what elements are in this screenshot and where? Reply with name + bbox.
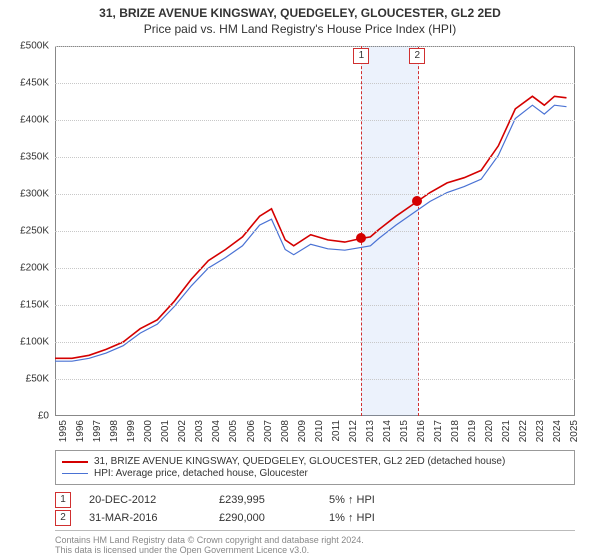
x-tick-label: 2015	[399, 420, 410, 442]
x-tick-label: 1999	[126, 420, 137, 442]
y-tick-label: £500K	[0, 41, 49, 52]
y-tick-label: £100K	[0, 337, 49, 348]
chart-container: 31, BRIZE AVENUE KINGSWAY, QUEDGELEY, GL…	[0, 0, 600, 560]
series-line	[55, 105, 567, 361]
y-tick-label: £150K	[0, 300, 49, 311]
marker-badge: 1	[55, 492, 71, 508]
gridline	[55, 379, 575, 380]
legend-label: 31, BRIZE AVENUE KINGSWAY, QUEDGELEY, GL…	[94, 456, 505, 467]
gridline	[55, 157, 575, 158]
transaction-delta: 5% ↑ HPI	[329, 494, 449, 506]
x-tick-label: 2018	[450, 420, 461, 442]
gridline	[55, 305, 575, 306]
transaction-price: £290,000	[219, 512, 329, 524]
chart-title: 31, BRIZE AVENUE KINGSWAY, QUEDGELEY, GL…	[0, 6, 600, 20]
transaction-price: £239,995	[219, 494, 329, 506]
footer-line: Contains HM Land Registry data © Crown c…	[55, 535, 575, 545]
x-tick-label: 2008	[280, 420, 291, 442]
x-tick-label: 2003	[194, 420, 205, 442]
transaction-date: 20-DEC-2012	[89, 494, 219, 506]
marker-badge: 2	[55, 510, 71, 526]
y-tick-label: £400K	[0, 115, 49, 126]
y-tick-label: £450K	[0, 78, 49, 89]
title-block: 31, BRIZE AVENUE KINGSWAY, QUEDGELEY, GL…	[0, 0, 600, 36]
legend-label: HPI: Average price, detached house, Glou…	[94, 468, 308, 479]
y-tick-label: £350K	[0, 152, 49, 163]
transaction-delta: 1% ↑ HPI	[329, 512, 449, 524]
x-tick-label: 2019	[467, 420, 478, 442]
y-tick-label: £200K	[0, 263, 49, 274]
x-tick-label: 2006	[246, 420, 257, 442]
marker-box: 1	[353, 48, 369, 64]
x-tick-label: 2007	[263, 420, 274, 442]
sale-dot	[412, 196, 422, 206]
legend-item: 31, BRIZE AVENUE KINGSWAY, QUEDGELEY, GL…	[62, 456, 568, 467]
legend-swatch	[62, 461, 88, 463]
x-tick-label: 2024	[552, 420, 563, 442]
footer: Contains HM Land Registry data © Crown c…	[55, 530, 575, 555]
x-tick-label: 2022	[518, 420, 529, 442]
legend: 31, BRIZE AVENUE KINGSWAY, QUEDGELEY, GL…	[55, 450, 575, 485]
x-tick-label: 2025	[569, 420, 580, 442]
y-tick-label: £250K	[0, 226, 49, 237]
x-tick-label: 2017	[433, 420, 444, 442]
gridline	[55, 83, 575, 84]
transactions-table: 1 20-DEC-2012 £239,995 5% ↑ HPI 2 31-MAR…	[55, 490, 575, 528]
chart-subtitle: Price paid vs. HM Land Registry's House …	[0, 22, 600, 36]
x-tick-label: 2014	[382, 420, 393, 442]
sale-dot	[356, 233, 366, 243]
y-tick-label: £50K	[0, 374, 49, 385]
gridline	[55, 46, 575, 47]
x-tick-label: 2013	[365, 420, 376, 442]
x-tick-label: 2010	[314, 420, 325, 442]
chart-area: £0£50K£100K£150K£200K£250K£300K£350K£400…	[55, 46, 575, 416]
x-tick-label: 1995	[58, 420, 69, 442]
table-row: 2 31-MAR-2016 £290,000 1% ↑ HPI	[55, 510, 575, 526]
transaction-date: 31-MAR-2016	[89, 512, 219, 524]
x-tick-label: 1997	[92, 420, 103, 442]
series-line	[55, 96, 567, 358]
x-tick-label: 2011	[331, 420, 342, 442]
x-tick-label: 1998	[109, 420, 120, 442]
marker-box: 2	[409, 48, 425, 64]
x-tick-label: 2009	[297, 420, 308, 442]
x-tick-label: 2016	[416, 420, 427, 442]
gridline	[55, 342, 575, 343]
x-tick-label: 1996	[75, 420, 86, 442]
gridline	[55, 120, 575, 121]
gridline	[55, 194, 575, 195]
x-tick-label: 2002	[177, 420, 188, 442]
x-tick-label: 2001	[160, 420, 171, 442]
x-tick-label: 2023	[535, 420, 546, 442]
y-tick-label: £0	[0, 411, 49, 422]
x-tick-label: 2020	[484, 420, 495, 442]
gridline	[55, 231, 575, 232]
x-tick-label: 2012	[348, 420, 359, 442]
x-tick-label: 2004	[211, 420, 222, 442]
x-tick-label: 2005	[228, 420, 239, 442]
gridline	[55, 268, 575, 269]
table-row: 1 20-DEC-2012 £239,995 5% ↑ HPI	[55, 492, 575, 508]
x-tick-label: 2021	[501, 420, 512, 442]
x-tick-label: 2000	[143, 420, 154, 442]
legend-swatch	[62, 473, 88, 474]
footer-line: This data is licensed under the Open Gov…	[55, 545, 575, 555]
legend-item: HPI: Average price, detached house, Glou…	[62, 468, 568, 479]
y-tick-label: £300K	[0, 189, 49, 200]
